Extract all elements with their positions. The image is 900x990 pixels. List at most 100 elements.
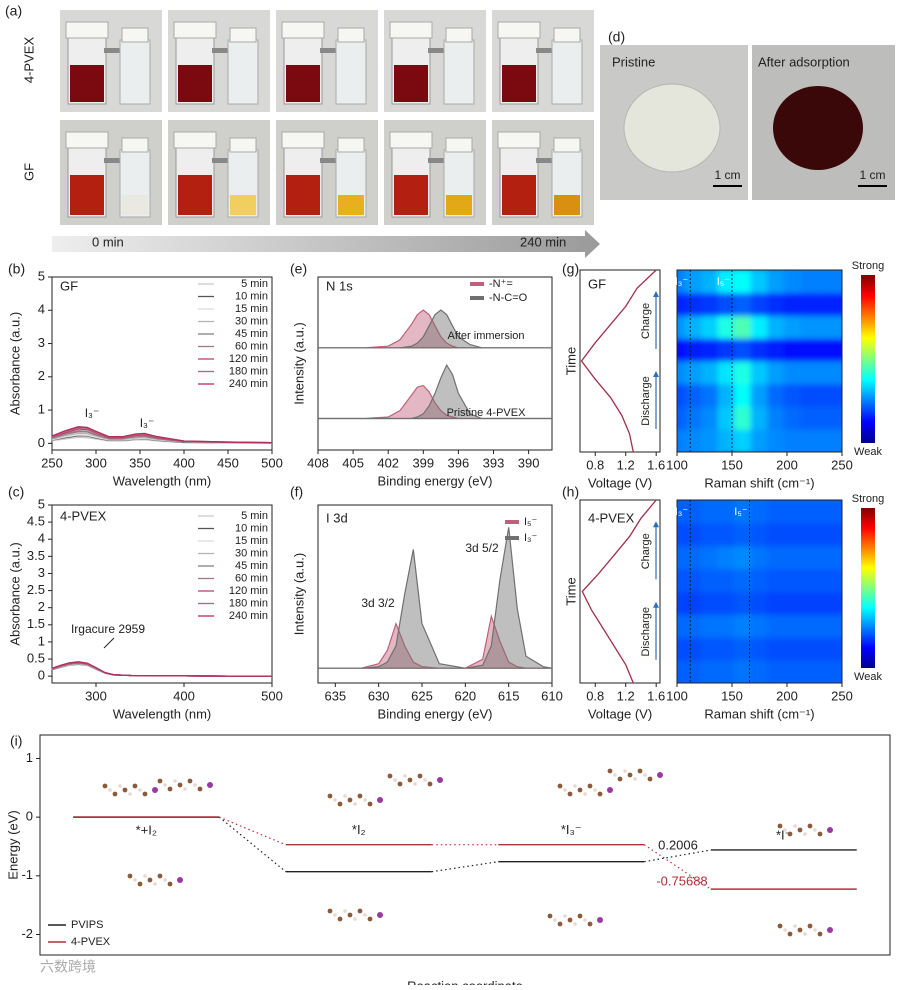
molecule-atom (333, 913, 337, 917)
panel-label: (a) (5, 3, 22, 19)
molecule-atom (793, 824, 797, 828)
category-label: *I₃⁻ (561, 822, 582, 837)
heat-cell (701, 337, 719, 362)
x-tick-label: 300 (85, 455, 107, 470)
molecule-atom (797, 927, 803, 933)
molecule-atom (163, 783, 167, 787)
heat-cell (750, 428, 769, 452)
heat-cell (677, 613, 686, 638)
molecule-atom (623, 769, 627, 773)
molecule-atom (403, 774, 407, 778)
molecule-atom (183, 787, 187, 791)
heat-cell (816, 522, 835, 547)
y-tick-label: 1.5 (27, 616, 45, 631)
heat-cell (734, 315, 752, 339)
x-tick-label: 1.2 (617, 457, 635, 472)
film (773, 86, 863, 170)
x-tick-label: 250 (831, 457, 853, 472)
data-line (51, 661, 272, 677)
heat-cell (800, 636, 818, 661)
heat-cell (717, 522, 736, 547)
vial-cap (229, 137, 257, 153)
heat-cell (767, 591, 785, 615)
vial-cap (65, 131, 109, 149)
heat-cell (717, 406, 736, 430)
heat-cell (734, 568, 752, 592)
heat-cell (677, 545, 686, 570)
x-tick-label: 1.6 (647, 457, 665, 472)
legend-label: 5 min (241, 510, 268, 522)
molecule-atom (177, 877, 183, 883)
heat-cell (767, 406, 785, 430)
x-axis-label: Reaction coordinate (407, 978, 523, 985)
x-axis-label: Wavelength (nm) (113, 706, 212, 721)
reference-label: I₃⁻ (675, 276, 689, 288)
heat-cell (783, 636, 802, 661)
heat-cell (717, 337, 736, 362)
heat-cell (684, 360, 703, 385)
heat-cell (684, 500, 703, 524)
legend-label: 120 min (229, 353, 268, 365)
electrode (212, 48, 228, 53)
colorbar (861, 275, 875, 443)
heat-cell (750, 360, 769, 385)
legend-label: 5 min (241, 278, 268, 290)
y-tick-label: 4 (38, 302, 45, 317)
x-tick-label: 100 (666, 688, 688, 703)
heat-cell (701, 315, 719, 339)
vial-cap (445, 27, 473, 43)
molecule-atom (783, 828, 787, 832)
voltage-curve (581, 499, 657, 684)
y-axis-label: Absorbance (a.u.) (7, 312, 22, 415)
vial (119, 39, 151, 105)
x-tick-label: 200 (776, 688, 798, 703)
heat-cell (750, 383, 769, 407)
heat-cell (816, 360, 835, 385)
y-axis-label: Absorbance (a.u.) (7, 542, 22, 645)
plot-frame (51, 276, 273, 451)
molecule-atom (387, 773, 393, 779)
molecule-atom (787, 831, 793, 837)
heat-cell (783, 522, 802, 547)
heatmap-clip (677, 500, 842, 683)
heat-cell (816, 383, 835, 407)
heat-cell (767, 292, 785, 316)
electrode (104, 48, 120, 53)
x-axis-label: Binding energy (eV) (378, 706, 493, 721)
vial-cap (337, 27, 365, 43)
molecule-atom (817, 831, 823, 837)
electrode (536, 158, 552, 163)
heat-cell (816, 500, 835, 524)
heat-cell (833, 292, 842, 316)
annotation-arrow (653, 521, 659, 528)
x-tick-label: 408 (307, 455, 329, 470)
panel-label: (h) (562, 484, 579, 500)
heat-cell (800, 591, 818, 615)
annotation: Charge (640, 533, 652, 569)
heat-cell (783, 337, 802, 362)
molecule-atom (353, 802, 357, 806)
legend-label: 240 min (229, 378, 268, 390)
heat-cell (833, 270, 842, 294)
molecule-atom (167, 786, 173, 792)
y-tick-label: -1 (21, 867, 33, 882)
heat-cell (717, 636, 736, 661)
plot-frame (317, 276, 553, 451)
heat-cell (767, 545, 785, 570)
annotation: 0.2006 (658, 837, 698, 852)
x-tick-label: 610 (541, 688, 563, 703)
molecule-atom (437, 777, 443, 783)
vial-cap (389, 21, 433, 39)
peak (318, 527, 553, 669)
reference-label: I₅⁻ (734, 506, 747, 518)
vial-liquid (394, 175, 428, 215)
molecule-atom (597, 917, 603, 923)
watermark: 六数跨境 (40, 959, 96, 975)
vial-cap (121, 27, 149, 43)
heat-cell (701, 428, 719, 452)
level-connector (431, 861, 499, 873)
vial-liquid (502, 175, 536, 215)
heat-cell (767, 636, 785, 661)
molecule-atom (587, 783, 593, 789)
molecule-atom (122, 787, 128, 793)
